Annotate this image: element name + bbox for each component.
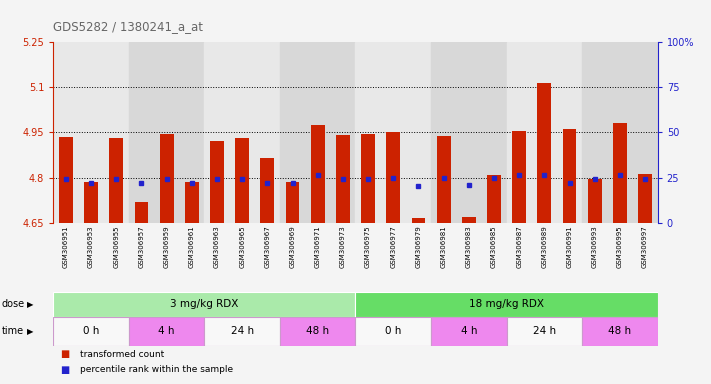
Bar (255, 42, 280, 223)
Text: GDS5282 / 1380241_a_at: GDS5282 / 1380241_a_at (53, 20, 203, 33)
Text: ■: ■ (60, 349, 70, 359)
Bar (582, 317, 658, 346)
Text: time: time (1, 326, 23, 336)
Bar (456, 42, 481, 223)
Text: 3 mg/kg RDX: 3 mg/kg RDX (170, 299, 239, 310)
Bar (305, 42, 331, 223)
Text: ▶: ▶ (27, 327, 33, 336)
Bar (633, 42, 658, 223)
Bar (356, 317, 431, 346)
Bar (280, 317, 356, 346)
Text: percentile rank within the sample: percentile rank within the sample (80, 365, 233, 374)
Bar (78, 42, 104, 223)
Text: 48 h: 48 h (306, 326, 329, 336)
Bar (431, 317, 506, 346)
Bar (356, 292, 658, 317)
Bar (210, 141, 224, 223)
Bar (53, 292, 356, 317)
Bar (462, 217, 476, 223)
Text: 18 mg/kg RDX: 18 mg/kg RDX (469, 299, 544, 310)
Bar (311, 125, 325, 223)
Bar (437, 136, 451, 223)
Text: 4 h: 4 h (461, 326, 477, 336)
Text: 24 h: 24 h (533, 326, 556, 336)
Bar (431, 42, 456, 223)
Bar (185, 182, 199, 223)
Bar (386, 132, 400, 223)
Bar (84, 182, 98, 223)
Bar (179, 42, 205, 223)
Bar (154, 42, 179, 223)
Text: 24 h: 24 h (230, 326, 254, 336)
Bar (361, 134, 375, 223)
Bar (280, 42, 305, 223)
Bar (260, 158, 274, 223)
Bar (53, 317, 129, 346)
Bar (557, 42, 582, 223)
Bar (235, 138, 249, 223)
Text: 48 h: 48 h (609, 326, 631, 336)
Bar (356, 42, 380, 223)
Bar (588, 179, 602, 223)
Bar (562, 129, 577, 223)
Bar (406, 42, 431, 223)
Bar (532, 42, 557, 223)
Bar (134, 202, 149, 223)
Bar (129, 42, 154, 223)
Bar (380, 42, 406, 223)
Bar (160, 134, 173, 223)
Bar (512, 131, 526, 223)
Text: dose: dose (1, 299, 25, 310)
Bar (129, 317, 205, 346)
Bar (59, 137, 73, 223)
Bar (506, 317, 582, 346)
Bar (607, 42, 633, 223)
Text: ▶: ▶ (27, 300, 33, 309)
Bar (205, 42, 230, 223)
Text: ■: ■ (60, 365, 70, 375)
Text: 0 h: 0 h (385, 326, 402, 336)
Bar (53, 42, 78, 223)
Text: 0 h: 0 h (83, 326, 100, 336)
Bar (481, 42, 506, 223)
Bar (412, 218, 425, 223)
Bar (336, 134, 350, 223)
Bar (205, 317, 280, 346)
Bar (538, 83, 551, 223)
Bar (109, 138, 123, 223)
Bar (487, 175, 501, 223)
Text: 4 h: 4 h (159, 326, 175, 336)
Bar (230, 42, 255, 223)
Bar (613, 123, 627, 223)
Bar (286, 182, 299, 223)
Bar (331, 42, 356, 223)
Bar (582, 42, 607, 223)
Bar (104, 42, 129, 223)
Bar (506, 42, 532, 223)
Bar (638, 174, 652, 223)
Text: transformed count: transformed count (80, 350, 164, 359)
